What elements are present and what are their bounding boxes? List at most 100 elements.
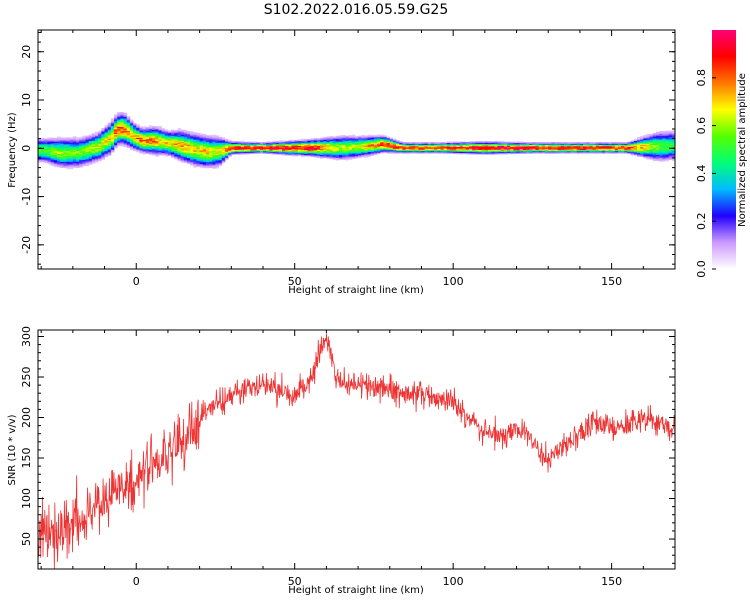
heatmap-cell xyxy=(392,142,397,145)
heatmap-cell xyxy=(545,145,549,148)
heatmap-cell xyxy=(373,146,378,148)
heatmap-cell xyxy=(53,148,58,151)
heatmap-cell xyxy=(139,147,143,149)
heatmap-cell xyxy=(294,141,299,144)
heatmap-cell xyxy=(646,154,651,156)
heatmap-cell xyxy=(155,154,159,156)
heatmap-cell xyxy=(418,147,422,149)
heatmap-cell xyxy=(348,137,353,140)
heatmap-cell xyxy=(304,144,308,147)
heatmap-cell xyxy=(202,152,207,154)
heatmap-cell xyxy=(76,156,80,159)
heatmap-cell xyxy=(129,132,134,135)
heatmap-cell xyxy=(142,132,147,134)
heatmap-cell xyxy=(193,150,197,152)
heatmap-cell xyxy=(497,140,502,143)
heatmap-cell xyxy=(123,123,128,126)
heatmap-cell xyxy=(288,150,292,153)
heatmap-cell xyxy=(174,130,178,132)
heatmap-cell xyxy=(212,158,216,161)
heatmap-cell xyxy=(655,152,660,154)
heatmap-cell xyxy=(53,143,58,146)
heatmap-cell xyxy=(421,145,426,148)
heatmap-cell xyxy=(145,132,150,135)
heatmap-cell xyxy=(171,156,175,158)
heatmap-cell xyxy=(41,142,45,145)
heatmap-cell xyxy=(133,127,137,130)
heatmap-cell xyxy=(272,145,277,148)
heatmap-cell xyxy=(218,154,223,157)
heatmap-cell xyxy=(76,149,80,152)
heatmap-cell xyxy=(389,138,394,141)
heatmap-cell xyxy=(50,163,55,165)
heatmap-cell xyxy=(101,146,105,148)
heatmap-cell xyxy=(101,135,105,137)
heatmap-cell xyxy=(301,155,305,158)
heatmap-cell xyxy=(82,136,86,139)
heatmap-cell xyxy=(66,144,71,147)
heatmap-cell xyxy=(275,152,280,154)
heatmap-cell xyxy=(117,122,121,125)
heatmap-cell xyxy=(85,136,90,139)
heatmap-cell xyxy=(82,150,86,152)
heatmap-cell xyxy=(152,145,156,147)
heatmap-cell xyxy=(617,147,622,149)
heatmap-cell xyxy=(655,142,660,145)
heatmap-cell xyxy=(589,144,593,147)
heatmap-cell xyxy=(167,133,172,136)
heatmap-cell xyxy=(101,158,105,160)
heatmap-cell xyxy=(307,154,311,157)
heatmap-cell xyxy=(313,139,318,141)
heatmap-cell xyxy=(107,125,112,127)
heatmap-cell xyxy=(507,147,511,150)
heatmap-cell xyxy=(500,145,505,148)
heatmap-cell xyxy=(76,148,80,150)
heatmap-cell xyxy=(183,145,188,148)
heatmap-cell xyxy=(573,145,578,148)
heatmap-cell xyxy=(79,145,83,147)
heatmap-cell xyxy=(389,140,394,142)
heatmap-cell xyxy=(643,136,647,138)
heatmap-cell xyxy=(107,148,112,150)
heatmap-cell xyxy=(424,151,429,154)
heatmap-cell xyxy=(354,155,359,158)
heatmap-cell xyxy=(326,154,330,157)
heatmap-cell xyxy=(399,142,403,144)
heatmap-cell xyxy=(155,138,159,140)
heatmap-cell xyxy=(158,132,162,134)
heatmap-cell xyxy=(465,152,470,155)
heatmap-cell xyxy=(421,149,426,152)
heatmap-cell xyxy=(205,157,210,159)
heatmap-cell xyxy=(256,142,261,145)
spectrogram-y-tick-label: 10 xyxy=(20,93,33,107)
heatmap-cell xyxy=(415,142,419,144)
heatmap-cell xyxy=(633,152,638,155)
heatmap-cell xyxy=(643,156,647,159)
heatmap-cell xyxy=(348,147,353,149)
heatmap-cell xyxy=(244,150,248,152)
heatmap-cell xyxy=(646,150,651,153)
heatmap-cell xyxy=(380,138,384,140)
heatmap-cell xyxy=(443,146,448,148)
snr-y-tick-label: 150 xyxy=(20,448,33,469)
heatmap-cell xyxy=(345,158,349,161)
heatmap-cell xyxy=(101,137,105,140)
heatmap-cell xyxy=(424,143,429,146)
heatmap-cell xyxy=(611,150,616,153)
heatmap-cell xyxy=(224,158,229,161)
heatmap-cell xyxy=(386,152,391,154)
heatmap-cell xyxy=(171,130,175,133)
heatmap-cell xyxy=(79,139,83,141)
heatmap-cell xyxy=(186,155,191,157)
heatmap-cell xyxy=(373,144,378,147)
heatmap-cell xyxy=(459,150,464,152)
heatmap-cell xyxy=(202,165,207,167)
heatmap-cell xyxy=(396,148,400,151)
heatmap-cell xyxy=(662,157,666,160)
heatmap-cell xyxy=(155,134,159,137)
heatmap-cell xyxy=(202,154,207,157)
heatmap-cell xyxy=(408,143,413,146)
heatmap-cell xyxy=(592,145,597,148)
heatmap-cell xyxy=(358,151,362,154)
heatmap-cell xyxy=(174,132,178,135)
